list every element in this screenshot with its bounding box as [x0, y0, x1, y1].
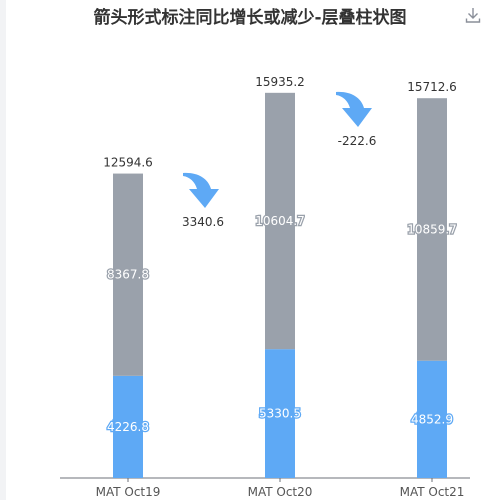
total-label-1: 12594.6 [103, 156, 153, 170]
bar-label-series2-3: 10859.7 [407, 222, 457, 236]
bar-series2-2 [265, 92, 295, 350]
bar-label-series2-2: 10604.7 [255, 214, 305, 228]
download-icon[interactable] [464, 6, 482, 24]
total-label-3: 15712.6 [407, 80, 457, 94]
total-label-2: 15935.2 [255, 75, 305, 89]
x-tick-label-2: MAT Oct20 [248, 485, 313, 499]
bar-series1-2 [265, 349, 295, 478]
bar-label-series1-3: 4852.9 [411, 412, 453, 426]
x-tick-label-3: MAT Oct21 [400, 485, 465, 499]
x-tick-label-1: MAT Oct19 [96, 485, 161, 499]
change-arrow-2 [336, 91, 372, 127]
bar-series1-1 [113, 375, 143, 478]
bar-series1-3 [417, 360, 447, 478]
change-label-1: 3340.6 [182, 215, 224, 229]
bar-label-series1-1: 4226.8 [107, 420, 149, 434]
bar-label-series2-1: 8367.8 [107, 268, 149, 282]
change-label-2: -222.6 [338, 134, 377, 148]
bar-label-series1-2: 5330.5 [259, 407, 301, 421]
change-arrow-1 [183, 172, 219, 208]
bar-series2-3 [417, 98, 447, 361]
bar-series2-1 [113, 173, 143, 376]
chart-title: 箭头形式标注同比增长或减少-层叠柱状图 [93, 8, 407, 28]
